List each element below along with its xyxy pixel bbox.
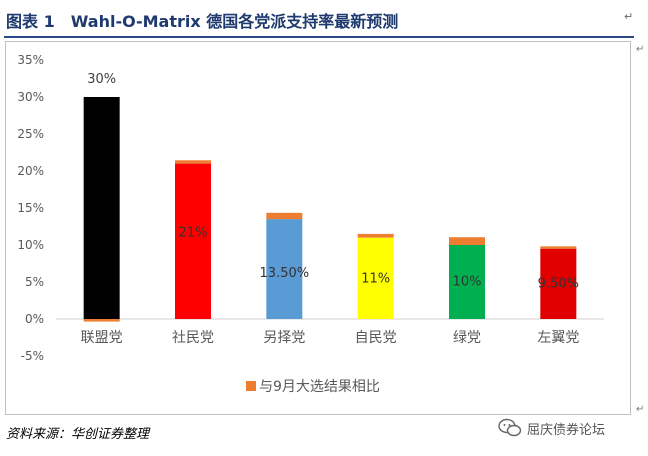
title-underline [4,36,634,38]
data-label: 13.50% [260,266,310,281]
paragraph-mark-icon: ↵ [636,404,645,415]
wechat-icon [498,418,522,437]
paragraph-mark-icon: ↵ [636,44,645,55]
change-bar-另择党 [266,212,303,220]
data-label: 30% [87,72,116,87]
bar-左翼党: 左翼党 9.5% [540,248,577,319]
x-category-label: 绿党 [453,330,481,346]
change-bar-社民党 [175,160,211,164]
source-note: 资料来源：华创证券整理 [6,427,150,442]
change-bar-左翼党 [540,246,577,249]
x-category-label: 左翼党 [537,330,579,346]
x-category-label: 自民党 [355,330,397,346]
bar-自民党: 自民党 11% [357,237,394,319]
y-tick-label: 35% [17,53,44,67]
legend-label: 与9月大选结果相比 [259,379,380,395]
y-tick-label: -5% [21,349,44,363]
x-category-label: 联盟党 [81,330,123,346]
watermark: 屈庆债券论坛 [498,418,605,438]
y-tick-label: 10% [17,238,44,252]
y-tick-label: 30% [17,90,44,104]
chart-frame: 35% 30% 25% 20% 15% 10% 5% 0% -5% 联盟党 30% 30% 联盟党 社民… [5,41,631,415]
paragraph-mark-icon: ↵ [624,10,634,23]
y-tick-label: 5% [25,275,44,289]
data-label: 21% [179,226,208,241]
data-label: 11% [361,271,390,286]
y-tick-label: 20% [17,164,44,178]
watermark-text: 屈庆债券论坛 [527,422,606,438]
legend-swatch [246,381,256,391]
y-tick-label: 15% [17,201,44,215]
x-category-label: 社民党 [172,330,214,346]
bar-另择党: 另择党 13.5% [266,219,303,319]
figure-title: 图表 1 Wahl-O-Matrix 德国各党派支持率最新预测 [6,12,399,31]
y-tick-label: 0% [25,312,44,326]
x-category-label: 另择党 [263,330,305,346]
bar-社民党: 社民党 21% [175,163,211,319]
data-label: 9.50% [538,276,579,291]
bar-联盟党: 联盟党 30% [83,97,120,319]
change-bar-联盟党 [83,319,120,322]
y-tick-label: 25% [17,127,44,141]
bar-绿党: 绿党 10% [449,245,485,319]
change-bar-绿党 [449,237,485,245]
data-label: 10% [453,275,482,290]
change-bar-自民党 [357,233,394,238]
bar-chart: 35% 30% 25% 20% 15% 10% 5% 0% -5% 联盟党 30% 30% 联盟党 社民… [17,53,604,395]
